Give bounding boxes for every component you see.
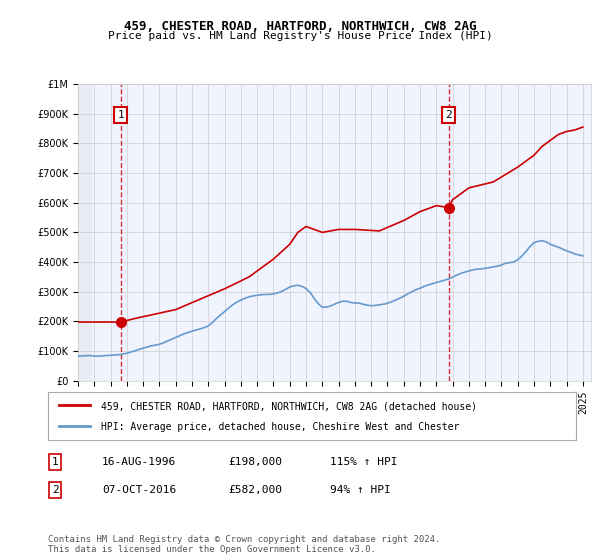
Text: 1: 1 [52,457,59,467]
Text: 115% ↑ HPI: 115% ↑ HPI [330,457,398,467]
Bar [78,84,92,381]
Text: 07-OCT-2016: 07-OCT-2016 [102,485,176,495]
Text: 2: 2 [445,110,452,120]
Text: 16-AUG-1996: 16-AUG-1996 [102,457,176,467]
Text: 459, CHESTER ROAD, HARTFORD, NORTHWICH, CW8 2AG: 459, CHESTER ROAD, HARTFORD, NORTHWICH, … [124,20,476,32]
Text: Price paid vs. HM Land Registry's House Price Index (HPI): Price paid vs. HM Land Registry's House … [107,31,493,41]
Text: 94% ↑ HPI: 94% ↑ HPI [330,485,391,495]
Text: Contains HM Land Registry data © Crown copyright and database right 2024.
This d: Contains HM Land Registry data © Crown c… [48,535,440,554]
Text: 1: 1 [118,110,124,120]
Text: HPI: Average price, detached house, Cheshire West and Chester: HPI: Average price, detached house, Ches… [101,422,459,432]
Text: £582,000: £582,000 [228,485,282,495]
Text: £198,000: £198,000 [228,457,282,467]
Text: 459, CHESTER ROAD, HARTFORD, NORTHWICH, CW8 2AG (detached house): 459, CHESTER ROAD, HARTFORD, NORTHWICH, … [101,402,477,411]
Text: 2: 2 [52,485,59,495]
